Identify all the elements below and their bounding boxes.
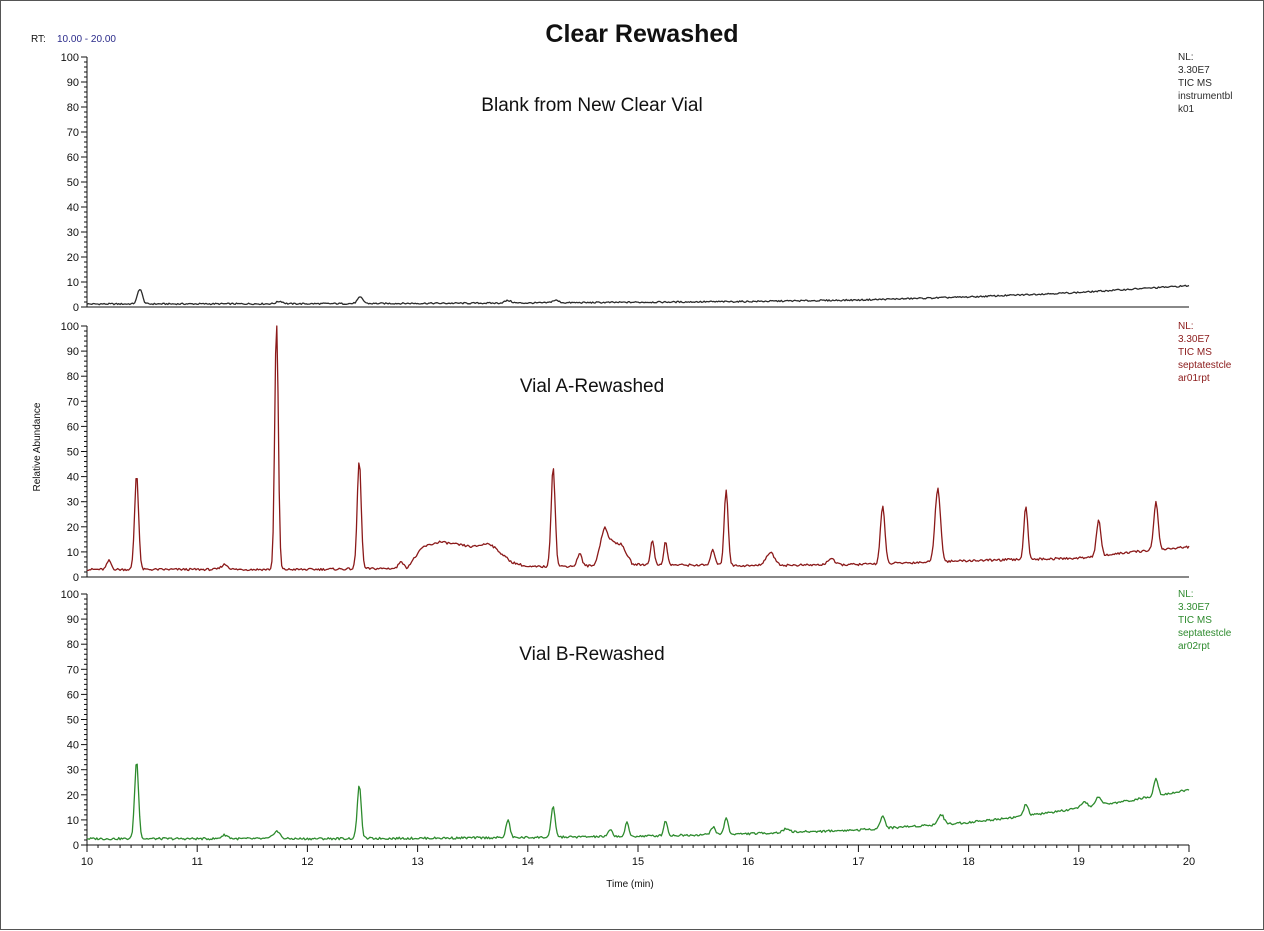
y-tick-label: 50 xyxy=(67,447,79,459)
trace-vialA xyxy=(86,325,1190,572)
panel-meta-label: NL: xyxy=(1178,321,1194,332)
y-tick-label: 80 xyxy=(67,371,79,383)
panel-meta-label: NL: xyxy=(1178,52,1194,63)
y-tick-label: 40 xyxy=(67,472,79,484)
y-tick-label: 80 xyxy=(67,102,79,114)
panel-meta-label: TIC MS xyxy=(1178,78,1212,89)
panel-meta-label: septatestcle xyxy=(1178,360,1232,371)
x-tick-label: 10 xyxy=(81,856,93,868)
rt-label: RT: xyxy=(31,34,46,45)
x-tick-label: 11 xyxy=(191,856,202,868)
rt-range: 10.00 - 20.00 xyxy=(57,34,116,45)
x-tick-label: 17 xyxy=(852,856,864,868)
y-tick-label: 60 xyxy=(67,421,79,433)
panel-meta-label: TIC MS xyxy=(1178,347,1212,358)
panel-meta-label: TIC MS xyxy=(1178,615,1212,626)
y-tick-label: 100 xyxy=(61,52,79,64)
panel-title: Vial B-Rewashed xyxy=(519,644,664,665)
x-tick-label: 15 xyxy=(632,856,644,868)
y-tick-label: 90 xyxy=(67,614,79,626)
panel-meta-label: k01 xyxy=(1178,104,1195,115)
y-tick-label: 20 xyxy=(67,522,79,534)
panel-blank: 0 10 20 30 40 50 60 70 80 90 100 Blank from New Cle… xyxy=(61,52,1233,314)
panel-title: Vial A-Rewashed xyxy=(520,376,664,397)
x-axis-label: Time (min) xyxy=(606,879,653,890)
y-tick-label: 30 xyxy=(67,765,79,777)
chart-title: Clear Rewashed xyxy=(545,20,738,48)
y-tick-label: 60 xyxy=(67,152,79,164)
y-tick-label: 30 xyxy=(67,227,79,239)
y-tick-label: 40 xyxy=(67,740,79,752)
panel-meta-label: ar01rpt xyxy=(1178,373,1210,384)
y-axis-label: Relative Abundance xyxy=(32,402,43,491)
panel-meta-label: NL: xyxy=(1178,589,1194,600)
x-tick-label: 12 xyxy=(301,856,313,868)
x-tick-label: 20 xyxy=(1183,856,1195,868)
y-tick-label: 100 xyxy=(61,321,79,333)
y-tick-label: 90 xyxy=(67,77,79,89)
y-tick-label: 90 xyxy=(67,346,79,358)
panel-meta-label: 3.30E7 xyxy=(1178,334,1210,345)
y-tick-label: 0 xyxy=(73,302,79,314)
y-tick-label: 50 xyxy=(67,177,79,189)
y-tick-label: 30 xyxy=(67,497,79,509)
panel-meta-label: 3.30E7 xyxy=(1178,602,1210,613)
x-tick-label: 13 xyxy=(411,856,423,868)
x-tick-label: 19 xyxy=(1073,856,1085,868)
y-tick-label: 70 xyxy=(67,127,79,139)
x-axis: 10 11 12 13 14 15 16 17 18 19 20 xyxy=(81,845,1195,868)
trace-blank xyxy=(86,284,1190,306)
y-tick-label: 20 xyxy=(67,252,79,264)
y-tick-label: 0 xyxy=(73,840,79,852)
y-tick-label: 0 xyxy=(73,572,79,584)
x-tick-label: 14 xyxy=(522,856,534,868)
y-tick-label: 40 xyxy=(67,202,79,214)
panel-title: Blank from New Clear Vial xyxy=(481,95,702,116)
y-tick-label: 10 xyxy=(67,277,79,289)
y-tick-label: 70 xyxy=(67,396,79,408)
y-tick-label: 10 xyxy=(67,815,79,827)
y-tick-label: 50 xyxy=(67,715,79,727)
panel-vialB: 0 10 20 30 40 50 60 70 80 90 100 Vial B-Rewashed NL:… xyxy=(61,589,1232,852)
panel-meta-label: septatestcle xyxy=(1178,628,1232,639)
y-tick-label: 100 xyxy=(61,589,79,601)
x-tick-label: 16 xyxy=(742,856,754,868)
y-tick-label: 10 xyxy=(67,547,79,559)
y-tick-label: 60 xyxy=(67,689,79,701)
panel-meta-label: ar02rpt xyxy=(1178,641,1210,652)
trace-vialB xyxy=(86,763,1190,841)
y-tick-label: 80 xyxy=(67,639,79,651)
x-tick-label: 18 xyxy=(962,856,974,868)
panel-vialA: 0 10 20 30 40 50 60 70 80 90 100 Vial A-Rewashed NL:… xyxy=(61,321,1232,584)
y-tick-label: 70 xyxy=(67,664,79,676)
y-tick-label: 20 xyxy=(67,790,79,802)
panel-meta-label: 3.30E7 xyxy=(1178,65,1210,76)
panel-meta-label: instrumentbl xyxy=(1178,91,1232,102)
